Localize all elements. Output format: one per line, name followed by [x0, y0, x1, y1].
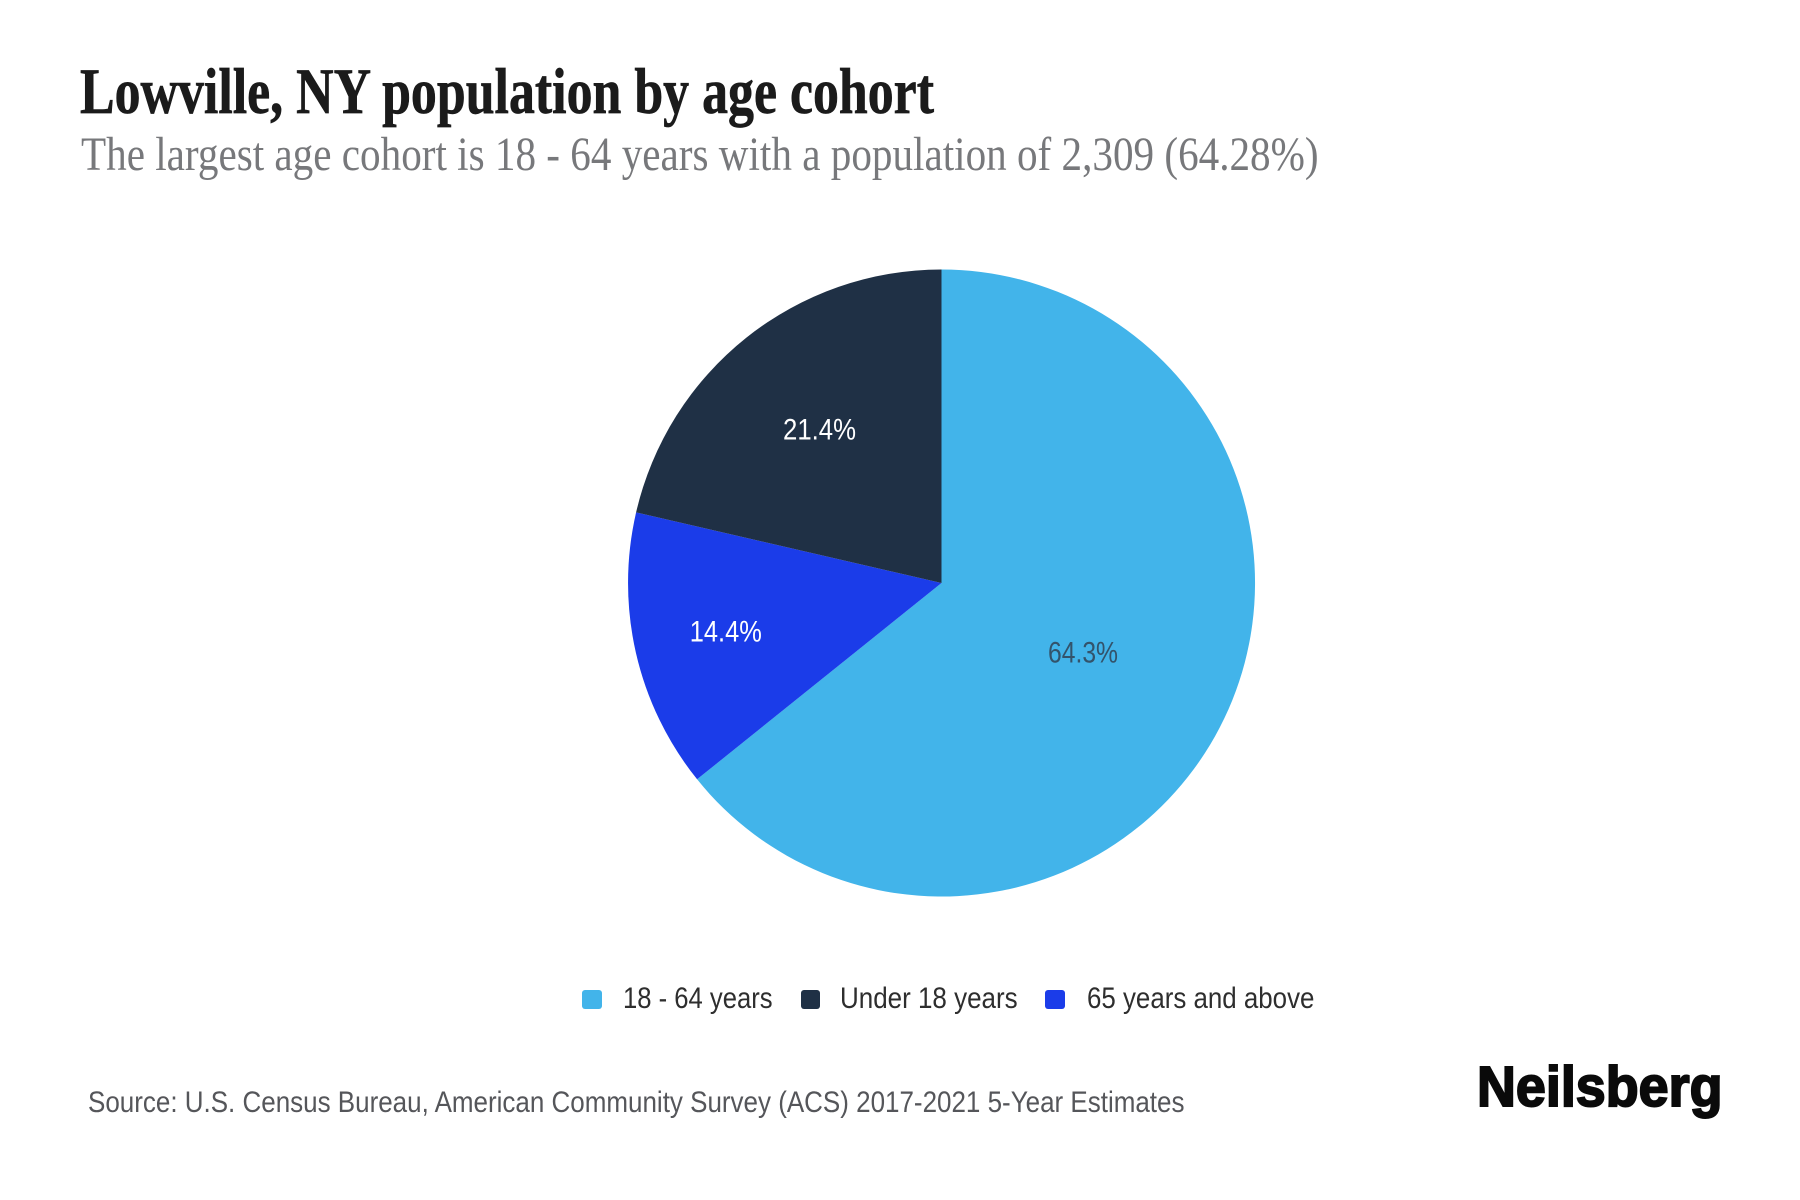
svg-text:14.4%: 14.4%: [690, 616, 762, 649]
svg-text:64.3%: 64.3%: [1048, 637, 1118, 670]
svg-text:21.4%: 21.4%: [783, 414, 856, 447]
